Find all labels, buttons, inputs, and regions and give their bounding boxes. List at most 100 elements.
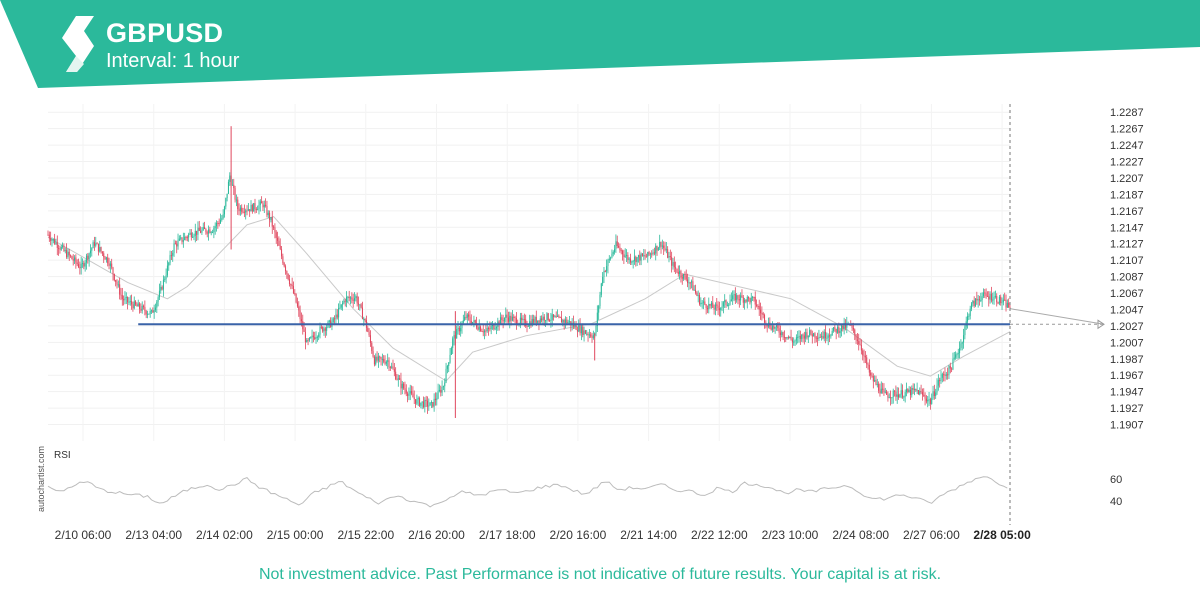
candle-body [752,296,754,298]
candle-body [606,266,608,272]
candle-body [578,325,580,332]
candle-body [137,303,139,307]
candle-body [363,318,365,320]
candle-body [445,368,447,383]
candle-body [119,284,121,295]
candle-body [587,333,589,336]
candle-body [649,253,651,255]
candle-body [217,222,219,224]
candle-body [584,330,586,334]
candle-body [786,337,788,339]
candle-body [452,338,454,349]
candle-body [943,374,945,376]
candle-body [766,324,768,327]
candle-body [174,243,176,245]
candle-body [679,271,681,274]
candle-body [400,379,402,389]
candle-body [1005,299,1007,308]
candle-body [442,386,444,388]
candle-body [464,316,466,321]
candle-body [177,240,179,247]
candle-body [429,402,431,406]
candle-body [120,294,122,296]
candle-body [80,263,82,269]
candle-body [434,398,436,401]
candle-body [388,360,390,367]
candle-body [652,252,654,254]
candle-body [111,263,113,268]
candle-body [534,316,536,323]
candle-body [143,305,145,308]
candle-body [251,204,253,212]
candle-body [959,348,961,354]
candle-body [913,388,915,390]
candle-body [221,218,223,221]
candle-body [604,271,606,273]
candle-body [706,308,708,310]
candle-body [457,327,459,330]
candle-body [600,283,602,295]
candle-body [502,320,504,322]
candle-body [485,330,487,332]
candle-body [835,328,837,333]
candle-body [632,260,634,262]
candle-body [964,326,966,336]
candle-body [549,320,551,322]
candle-body [538,320,540,323]
candle-body [472,321,474,324]
candle-body [875,379,877,385]
candle-body [261,201,263,204]
candle-body [482,331,484,333]
disclaimer: Not investment advice. Past Performance … [258,566,942,583]
candle-body [907,389,909,393]
chart-grid [48,104,1010,441]
candle-body [560,317,563,323]
candle-body [148,313,150,315]
candle-body [738,299,740,301]
projection-arrow-icon [1097,319,1105,330]
candle-body [231,184,233,186]
candle-body [762,313,764,315]
candle-body [104,257,106,260]
x-tick-label: 2/10 06:00 [55,528,112,542]
candle-body [637,255,639,258]
candle-body [222,214,224,219]
candle-body [580,326,582,334]
candle-body [981,296,983,300]
candle-body [503,318,505,322]
candle-body [895,391,897,397]
candle-body [314,337,316,339]
candle-body [499,317,502,325]
candle-body [67,251,69,258]
candle-body [623,254,625,257]
candle-body [801,334,803,339]
candle-body [353,298,356,301]
candle-body [912,387,914,390]
candle-body [692,281,694,291]
candle-body [449,354,451,363]
candle-body [876,383,878,385]
candle-body [831,330,833,336]
candle-body [146,313,149,315]
chart-title: GBPUSD [106,18,224,48]
candle-body [716,304,718,306]
candle-body [525,319,527,327]
candle-body [797,336,799,338]
candle-body [415,399,417,404]
candle-body [736,295,738,301]
candle-body [911,387,913,396]
candle-body [901,390,904,398]
candle-body [346,296,348,302]
candle-body [393,369,395,372]
candle-body [123,299,125,301]
candle-body [744,299,746,303]
candle-body [448,362,450,367]
candle-body [659,241,661,248]
candle-body [115,280,117,282]
candle-body [717,305,719,309]
candle-body [336,314,338,318]
y-tick-label: 1.2127 [1110,239,1144,251]
candle-body [863,355,865,357]
candle-body [226,193,228,199]
